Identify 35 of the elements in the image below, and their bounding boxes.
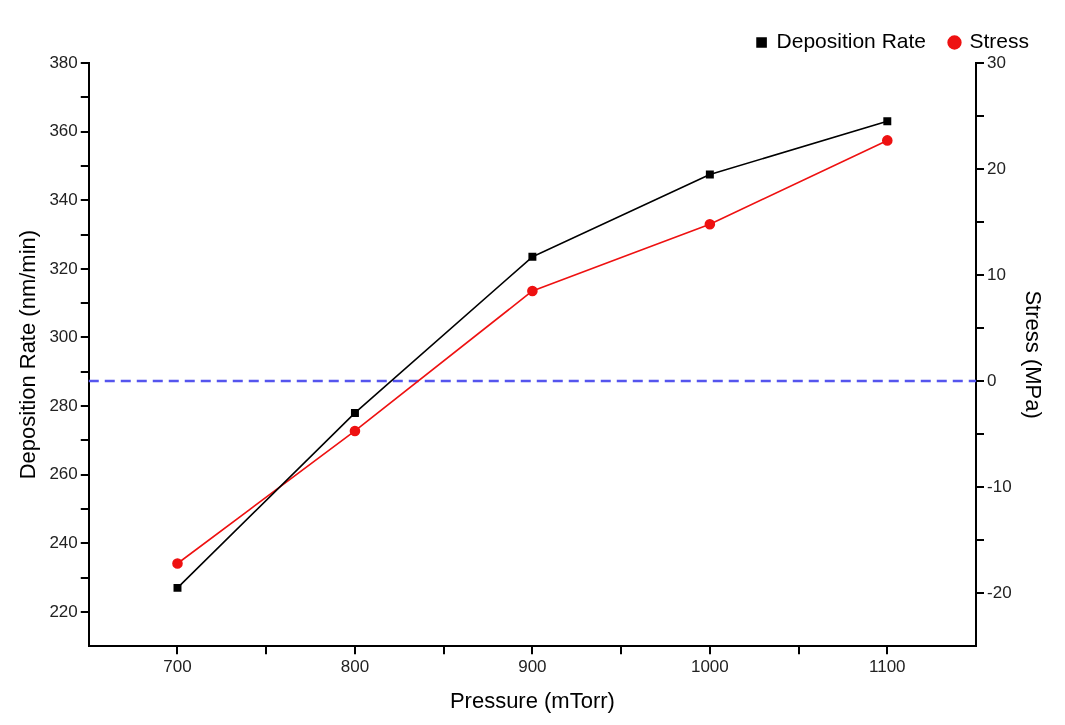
y-tick-label: 340 — [49, 189, 78, 209]
legend-label: Stress — [969, 29, 1029, 53]
point — [704, 218, 716, 230]
y-tick-label: 360 — [49, 121, 78, 141]
y2-tick-label: -10 — [987, 476, 1012, 496]
y-tick-label: 260 — [49, 464, 78, 484]
y-tick-label: 320 — [49, 258, 78, 278]
point — [883, 117, 892, 126]
y2-tick-label: 20 — [987, 158, 1006, 178]
y2-tick-label: 30 — [987, 52, 1006, 72]
y-tick-label: 300 — [49, 327, 78, 347]
y-axis-title: Deposition Rate (nm/min) — [15, 229, 41, 480]
point — [172, 558, 183, 569]
y2-axis-title: Stress (MPa) — [1020, 290, 1046, 419]
x-tick-label: 1000 — [690, 657, 729, 677]
y2-tick-label: -20 — [987, 582, 1012, 602]
point — [349, 425, 361, 437]
point — [705, 170, 714, 179]
x-tick-label: 800 — [340, 657, 370, 677]
point — [350, 408, 359, 417]
x-tick-label: 900 — [518, 657, 547, 677]
x-axis-title: Pressure (mTorr) — [449, 687, 615, 713]
point — [528, 252, 537, 261]
point — [173, 583, 182, 592]
y-tick-label: 380 — [49, 52, 78, 72]
y-tick-label: 240 — [49, 532, 78, 552]
point — [882, 135, 893, 146]
x-tick-label: 700 — [163, 657, 192, 677]
legend-label: Deposition Rate — [776, 29, 926, 53]
point — [527, 285, 538, 297]
y2-tick-label: 10 — [987, 264, 1006, 284]
y2-tick-label: 0 — [987, 370, 997, 390]
y-tick-label: 220 — [49, 601, 78, 621]
y-tick-label: 280 — [49, 395, 78, 415]
x-tick-label: 1100 — [869, 657, 906, 677]
